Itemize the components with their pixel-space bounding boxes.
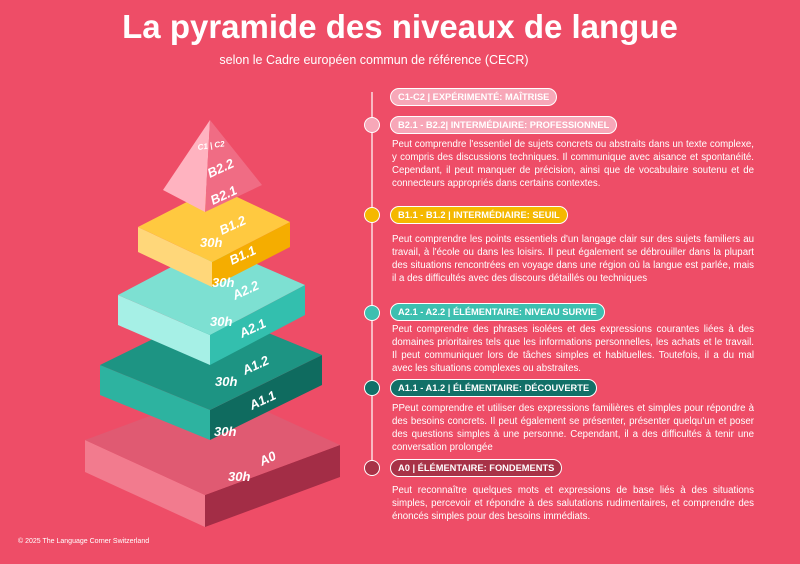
level-description: Peut comprendre l'essentiel de sujets co… [392, 139, 754, 189]
pyramid-label: C1 | C2 [197, 139, 226, 152]
layer-face [205, 445, 340, 527]
pyramid-label: 30h [214, 424, 236, 439]
level-description: Peut comprendre les points essentiels d'… [392, 234, 754, 284]
layer-face [210, 285, 305, 365]
level-header: C1-C2 | EXPÉRIMENTÉ: MAÎTRISE [390, 88, 558, 106]
layer-face [100, 365, 210, 440]
level-description: Peut comprendre des phrases isolées et d… [392, 324, 754, 374]
layer-face [85, 440, 205, 527]
layer-top [138, 187, 290, 262]
level-description: PPeut comprendre et utiliser des express… [392, 403, 754, 453]
footer: © 2025 The Language Corner Switzerland [18, 538, 150, 545]
pyramid-label: A0 [256, 448, 279, 469]
level-header: A1.1 - A1.2 | ÉLÉMENTAIRE: DÉCOUVERTE [390, 379, 598, 397]
level-description: Peut reconnaître quelques mots et expres… [392, 485, 754, 522]
layer-face [210, 355, 322, 440]
pyramid-label: 30h [228, 469, 250, 484]
layer-face [138, 227, 212, 287]
level-dot [364, 207, 380, 223]
layer-face [212, 222, 290, 287]
pyramid-label: 30h [210, 314, 232, 329]
layer-top [85, 390, 340, 495]
level-dot [364, 380, 380, 396]
level-header: A0 | ÉLÉMENTAIRE: FONDEMENTS [390, 459, 563, 477]
subtitle: selon le Cadre européen commun de référe… [219, 53, 529, 67]
pyramid-label: 30h [200, 235, 222, 250]
layer-top [118, 245, 305, 335]
layer-face [205, 120, 262, 212]
level-dot [364, 117, 380, 133]
level-dot [364, 305, 380, 321]
level-header: B1.1 - B1.2 | INTERMÉDIAIRE: SEUIL [390, 206, 568, 224]
level-header: A2.1 - A2.2 | ÉLÉMENTAIRE: NIVEAU SURVIE [390, 303, 605, 321]
pyramid-label: 30h [212, 275, 234, 290]
level-header: B2.1 - B2.2| INTERMÉDIAIRE: PROFESSIONNE… [390, 116, 618, 134]
title: La pyramide des niveaux de langue [122, 8, 678, 45]
level-dot [364, 460, 380, 476]
layer-face [118, 295, 210, 365]
layer-face [163, 120, 210, 212]
pyramid-label: 30h [215, 374, 237, 389]
